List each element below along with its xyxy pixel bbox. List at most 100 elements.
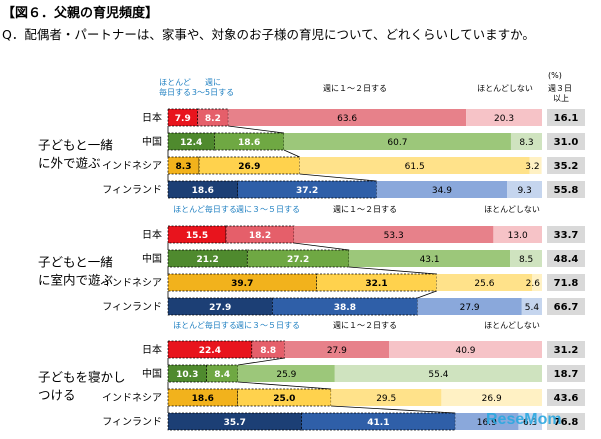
country-label: 日本 (142, 111, 162, 124)
figure-title: 【図６．父親の育児頻度】 (2, 5, 158, 21)
country-label: 日本 (142, 228, 162, 241)
connector-line (299, 173, 377, 182)
bar-segment (466, 109, 542, 126)
bar-segment (228, 109, 467, 126)
value-label: 35.7 (224, 418, 246, 428)
value-label: 29.5 (376, 394, 396, 404)
value-label: 18.2 (249, 231, 271, 241)
country-label: インドネシア (102, 160, 162, 172)
value-label: 2.6 (526, 279, 541, 289)
legend-1to2: 週に１～２日する (333, 321, 397, 330)
total-value: 16.1 (554, 113, 579, 124)
value-label: 7.9 (175, 114, 191, 124)
value-label: 25.0 (273, 394, 295, 404)
value-label: 43.1 (420, 255, 440, 265)
country-label: インドネシア (102, 392, 162, 404)
bar-segment (510, 133, 542, 150)
value-label: 41.1 (367, 418, 389, 428)
value-label: 13.0 (508, 231, 528, 241)
value-label: 26.9 (482, 394, 502, 404)
bar-segment (225, 225, 295, 244)
value-label: 38.8 (334, 303, 356, 313)
connector-line (237, 381, 332, 390)
bar-segment (237, 365, 335, 382)
legend-1to2: 週に１～２日する (333, 205, 397, 214)
group-label-line1: 子どもを寝かし (38, 370, 126, 385)
bar-segment (389, 341, 542, 358)
bar-segment (283, 133, 511, 150)
value-label: 15.5 (186, 231, 208, 241)
bar-segment (417, 298, 522, 315)
total-box (547, 250, 585, 267)
value-label: 6.3 (523, 418, 537, 428)
plot-area: ほとんど毎日する週に3～5日する 週に１～２日する ほとんどしないほとんど毎日する週… (38, 78, 585, 431)
value-label: 27.9 (460, 303, 480, 313)
percent-unit: (%) (548, 71, 562, 80)
total-value: 33.7 (554, 230, 579, 241)
bar-segment (436, 274, 533, 291)
connector-line (283, 149, 300, 158)
value-label: 20.3 (494, 114, 514, 124)
group-label-line2: に外で遊ぶ (38, 156, 101, 171)
bar-segment (167, 412, 302, 431)
bar-segment (167, 225, 227, 244)
total-value: 76.8 (554, 417, 579, 428)
value-label: 9.3 (517, 186, 531, 196)
total-value: 31.2 (554, 345, 579, 356)
bar-segment (532, 274, 542, 291)
value-label: 12.4 (180, 138, 202, 148)
group-label-line1: 子どもと一緒 (38, 138, 113, 153)
total-value: 55.8 (554, 185, 579, 196)
value-label: 27.9 (327, 346, 347, 356)
total-value: 31.0 (554, 137, 579, 148)
total-header-line2: 以上 (553, 94, 569, 103)
value-label: 8.2 (205, 114, 221, 124)
connector-line (348, 266, 437, 275)
legend-daily: ほとんど毎日する (173, 320, 237, 330)
bar-segment (529, 157, 542, 174)
country-label: 中国 (142, 252, 162, 265)
total-value: 48.4 (554, 254, 579, 265)
value-label: 10.3 (176, 370, 198, 380)
bar-segment (271, 297, 418, 316)
country-label: フィンランド (102, 416, 162, 428)
value-label: 61.5 (405, 162, 425, 172)
value-label: 8.3 (519, 138, 533, 148)
value-label: 39.7 (231, 279, 253, 289)
value-label: 18.6 (238, 138, 260, 148)
group-label-line2: つける (38, 388, 76, 403)
bar-segment (507, 181, 542, 198)
total-value: 35.2 (554, 161, 579, 172)
value-label: 8.4 (214, 370, 230, 380)
country-label: インドネシア (102, 277, 162, 289)
bar-segment (441, 389, 542, 406)
bar-segment (167, 273, 317, 292)
value-label: 3.2 (525, 162, 539, 172)
country-label: フィンランド (102, 184, 162, 196)
total-value: 71.8 (554, 278, 579, 289)
country-label: フィンランド (102, 301, 162, 313)
total-box (547, 389, 585, 406)
legend-rarely: ほとんどしない (477, 84, 533, 93)
country-label: 中国 (142, 135, 162, 148)
value-label: 8.8 (260, 346, 276, 356)
legend-3to5-line2: 3～5日する (192, 88, 234, 97)
bar-segment (349, 250, 511, 267)
legend-1to2: 週に１～２日する (323, 84, 387, 93)
connector-line (417, 290, 437, 299)
value-label: 27.9 (209, 303, 231, 313)
bar-segment (299, 157, 530, 174)
bar-segment (167, 156, 200, 175)
value-label: 27.2 (287, 255, 309, 265)
value-label: 53.3 (384, 231, 404, 241)
value-label: 34.9 (432, 186, 452, 196)
total-value: 43.6 (554, 393, 579, 404)
bar-segment (167, 108, 198, 127)
bar-segment (521, 298, 542, 315)
total-box (547, 298, 585, 315)
total-box (547, 109, 585, 126)
connector-line (293, 242, 350, 251)
value-label: 5.4 (525, 303, 540, 313)
value-label: 21.2 (197, 255, 219, 265)
